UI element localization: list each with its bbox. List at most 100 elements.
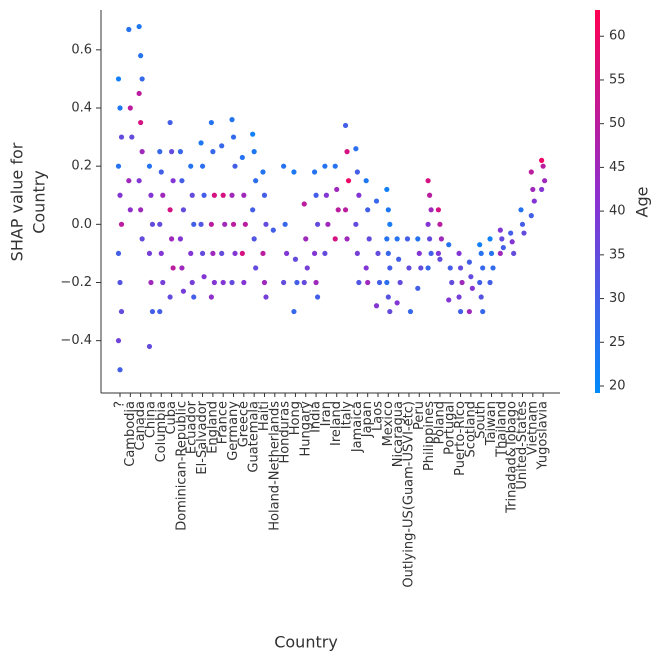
point <box>539 157 545 163</box>
x-tick-label: Haiti <box>257 401 272 431</box>
point <box>241 192 247 198</box>
point <box>253 178 259 184</box>
x-tick-label: Ireland <box>329 401 344 446</box>
point <box>198 221 204 227</box>
point <box>313 192 319 198</box>
point <box>447 265 453 271</box>
point <box>208 294 214 300</box>
point <box>242 221 248 227</box>
point <box>250 207 256 213</box>
point <box>363 178 369 184</box>
point <box>148 279 154 286</box>
point <box>373 303 380 309</box>
point <box>188 163 194 169</box>
point <box>177 149 184 155</box>
point <box>499 236 505 242</box>
point <box>117 367 123 373</box>
point <box>425 265 431 271</box>
point <box>239 154 245 161</box>
point <box>488 250 495 257</box>
point <box>179 265 185 271</box>
y-tick-label: 0.2 <box>71 159 92 174</box>
point <box>282 221 288 227</box>
point <box>177 236 184 242</box>
point <box>323 192 329 198</box>
point <box>325 221 331 227</box>
point <box>211 279 217 286</box>
point <box>480 265 486 271</box>
point <box>487 279 493 286</box>
point <box>528 169 534 175</box>
x-tick-label: ? <box>113 401 128 408</box>
point <box>387 308 393 315</box>
point <box>261 192 268 198</box>
x-tick-label: China <box>143 401 158 438</box>
point <box>284 250 290 257</box>
x-tick-label: South <box>474 401 489 439</box>
point <box>136 23 142 30</box>
point <box>428 250 434 257</box>
point <box>384 186 390 193</box>
point <box>437 221 443 227</box>
point <box>322 163 328 169</box>
point <box>354 169 360 175</box>
point <box>468 274 474 280</box>
point <box>407 308 414 315</box>
point <box>353 221 359 227</box>
x-tick-label: Taiwan <box>484 401 499 446</box>
x-tick-label: El-Salvador <box>195 400 210 474</box>
point <box>157 149 163 155</box>
point <box>219 250 225 257</box>
point <box>354 250 360 257</box>
x-tick-label: Greece <box>236 401 251 447</box>
point <box>457 265 464 271</box>
point <box>230 221 237 227</box>
y-axis-label: Country <box>30 170 49 234</box>
point <box>373 198 380 204</box>
point <box>118 221 125 227</box>
point <box>356 192 362 198</box>
point <box>345 178 352 184</box>
x-tick-label: Laos <box>371 401 386 431</box>
point <box>157 221 163 227</box>
point <box>385 207 391 213</box>
point <box>449 279 455 286</box>
x-tick-label: India <box>309 401 324 433</box>
x-tick-label: Cambodia <box>123 401 138 467</box>
point <box>456 250 462 257</box>
point <box>126 178 132 184</box>
point <box>344 236 350 242</box>
point <box>139 76 145 82</box>
point <box>314 221 321 227</box>
point <box>232 250 238 257</box>
point <box>427 192 433 198</box>
point <box>342 207 349 213</box>
point <box>487 236 493 242</box>
point <box>384 236 390 242</box>
point <box>291 169 297 175</box>
colorbar <box>595 10 600 393</box>
point <box>509 239 515 245</box>
point <box>281 279 287 286</box>
point <box>232 163 238 169</box>
x-tick-label: Outlying-US(Guam-USVI-etc) <box>401 401 416 588</box>
point <box>291 308 297 315</box>
point <box>335 207 341 213</box>
point <box>261 279 268 286</box>
point <box>394 236 400 242</box>
point <box>313 279 319 286</box>
point <box>199 250 206 257</box>
point <box>138 53 144 59</box>
point <box>149 308 156 315</box>
x-tick-label: Columbia <box>154 401 169 462</box>
point <box>198 140 204 146</box>
point <box>376 279 383 286</box>
point <box>160 192 166 198</box>
point <box>540 163 546 169</box>
point <box>406 265 412 271</box>
colorbar-tick-label: 40 <box>609 204 626 219</box>
point <box>127 207 133 213</box>
x-tick-label: Trinadad&Tobago <box>505 401 520 514</box>
point <box>366 236 372 242</box>
